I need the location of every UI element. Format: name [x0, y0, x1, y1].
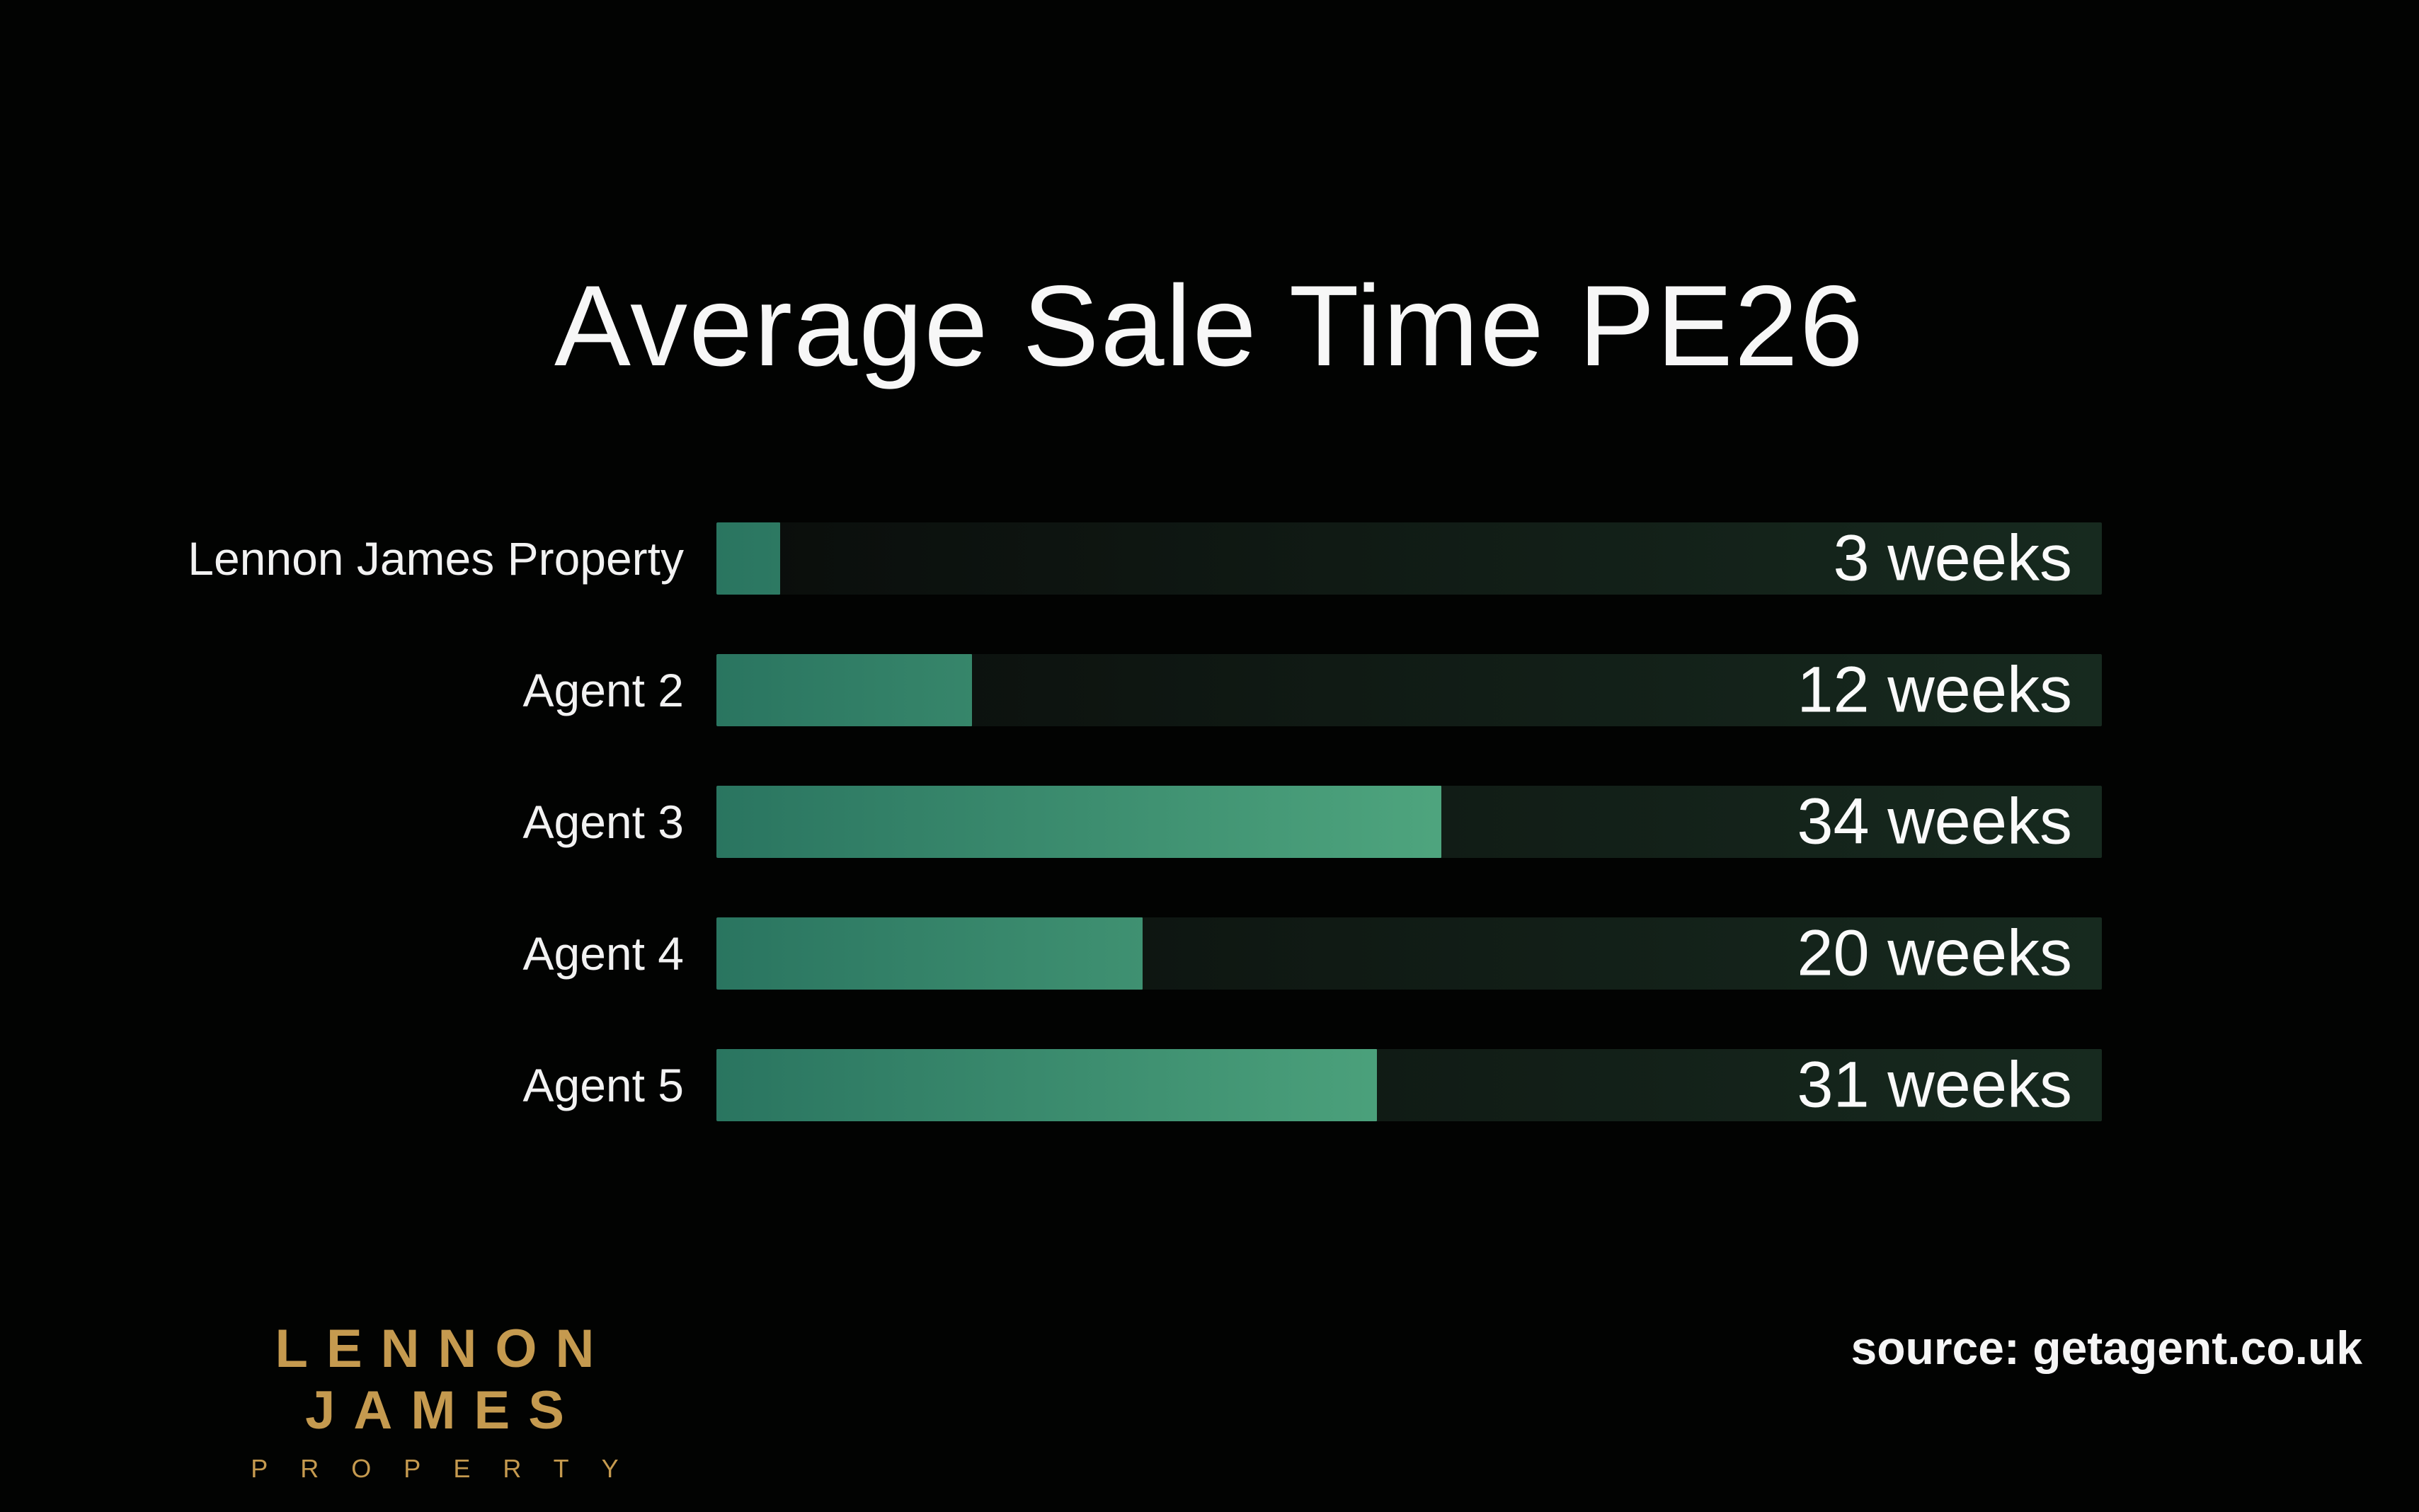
- bar-track: 12 weeks: [716, 654, 2102, 726]
- logo-line2: PROPERTY: [251, 1454, 651, 1483]
- bar-fill: [716, 522, 780, 595]
- bar-fill: [716, 786, 1441, 858]
- lennon-james-logo: LENNON JAMES PROPERTY: [197, 1318, 673, 1484]
- bar-track: 31 weeks: [716, 1049, 2102, 1121]
- value-label: 12 weeks: [1797, 654, 2072, 726]
- chart-row: Lennon James Property 3 weeks: [0, 522, 2166, 595]
- bar-fill: [716, 1049, 1377, 1121]
- category-label: Agent 4: [522, 927, 684, 980]
- logo-line1: LENNON JAMES: [275, 1319, 613, 1441]
- category-label: Agent 5: [522, 1059, 684, 1111]
- source-credit: source: getagent.co.uk: [1851, 1322, 2363, 1374]
- chart-title: Average Sale Time PE26: [554, 262, 1865, 390]
- category-label: Lennon James Property: [188, 532, 684, 585]
- chart-row: Agent 4 20 weeks: [0, 917, 2166, 990]
- chart-row: Agent 2 12 weeks: [0, 654, 2166, 726]
- value-label: 31 weeks: [1797, 1049, 2072, 1121]
- chart-row: Agent 5 31 weeks: [0, 1049, 2166, 1121]
- chart-row: Agent 3 34 weeks: [0, 786, 2166, 858]
- bar-fill: [716, 917, 1143, 990]
- bar-fill: [716, 654, 972, 726]
- value-label: 34 weeks: [1797, 786, 2072, 858]
- value-label: 3 weeks: [1833, 522, 2073, 595]
- value-label: 20 weeks: [1797, 917, 2072, 990]
- bar-track: 34 weeks: [716, 786, 2102, 858]
- category-label: Agent 2: [522, 664, 684, 716]
- bar-chart: Lennon James Property 3 weeks Agent 2 12 we…: [0, 522, 2166, 1181]
- category-label: Agent 3: [522, 796, 684, 848]
- bar-track: 3 weeks: [716, 522, 2102, 595]
- bar-track: 20 weeks: [716, 917, 2102, 990]
